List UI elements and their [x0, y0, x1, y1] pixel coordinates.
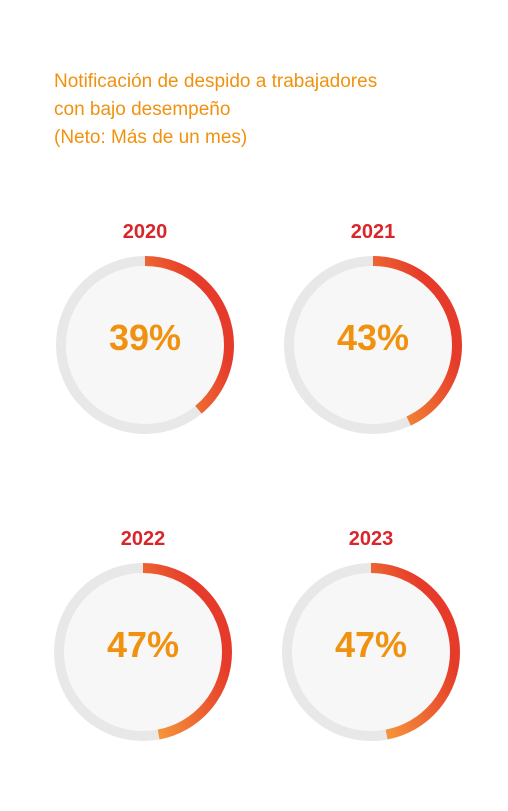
gauge-ring: [282, 563, 460, 741]
gauge-year-label: 2021: [350, 221, 396, 243]
title-line-1: Notificación de despido a trabajadores: [54, 71, 378, 92]
gauge-center: [64, 573, 222, 731]
gauge-year-label: 2020: [122, 221, 168, 243]
gauge-ring: [54, 563, 232, 741]
title-line-3: (Neto: Más de un mes): [54, 127, 248, 148]
gauge-value-arc: [284, 256, 462, 434]
gauge-value-label: 47%: [106, 624, 180, 665]
gauge-2021: 2021 43%: [278, 220, 468, 460]
gauge-center: [294, 266, 452, 424]
gauge-value-label: 39%: [108, 317, 182, 358]
gauge-value-arc: [56, 256, 234, 434]
title-line-2: con bajo desempeño: [54, 99, 231, 120]
gauge-value-label: 47%: [334, 624, 408, 665]
gauge-year-label: 2023: [348, 528, 394, 550]
gauge-2020: 2020 39%: [50, 220, 240, 460]
gauge-value-arc: [282, 563, 460, 741]
gauge-ring: [284, 256, 462, 434]
chart-title: Notificación de despido a trabajadores c…: [54, 68, 474, 152]
gauge-ring: [56, 256, 234, 434]
gauge-2022: 2022 47%: [48, 527, 238, 767]
gauge-center: [66, 266, 224, 424]
gauge-center: [292, 573, 450, 731]
gauge-2023: 2023 47%: [276, 527, 466, 767]
gauge-year-label: 2022: [120, 528, 166, 550]
gauge-value-arc: [54, 563, 232, 741]
gauge-value-label: 43%: [336, 317, 410, 358]
